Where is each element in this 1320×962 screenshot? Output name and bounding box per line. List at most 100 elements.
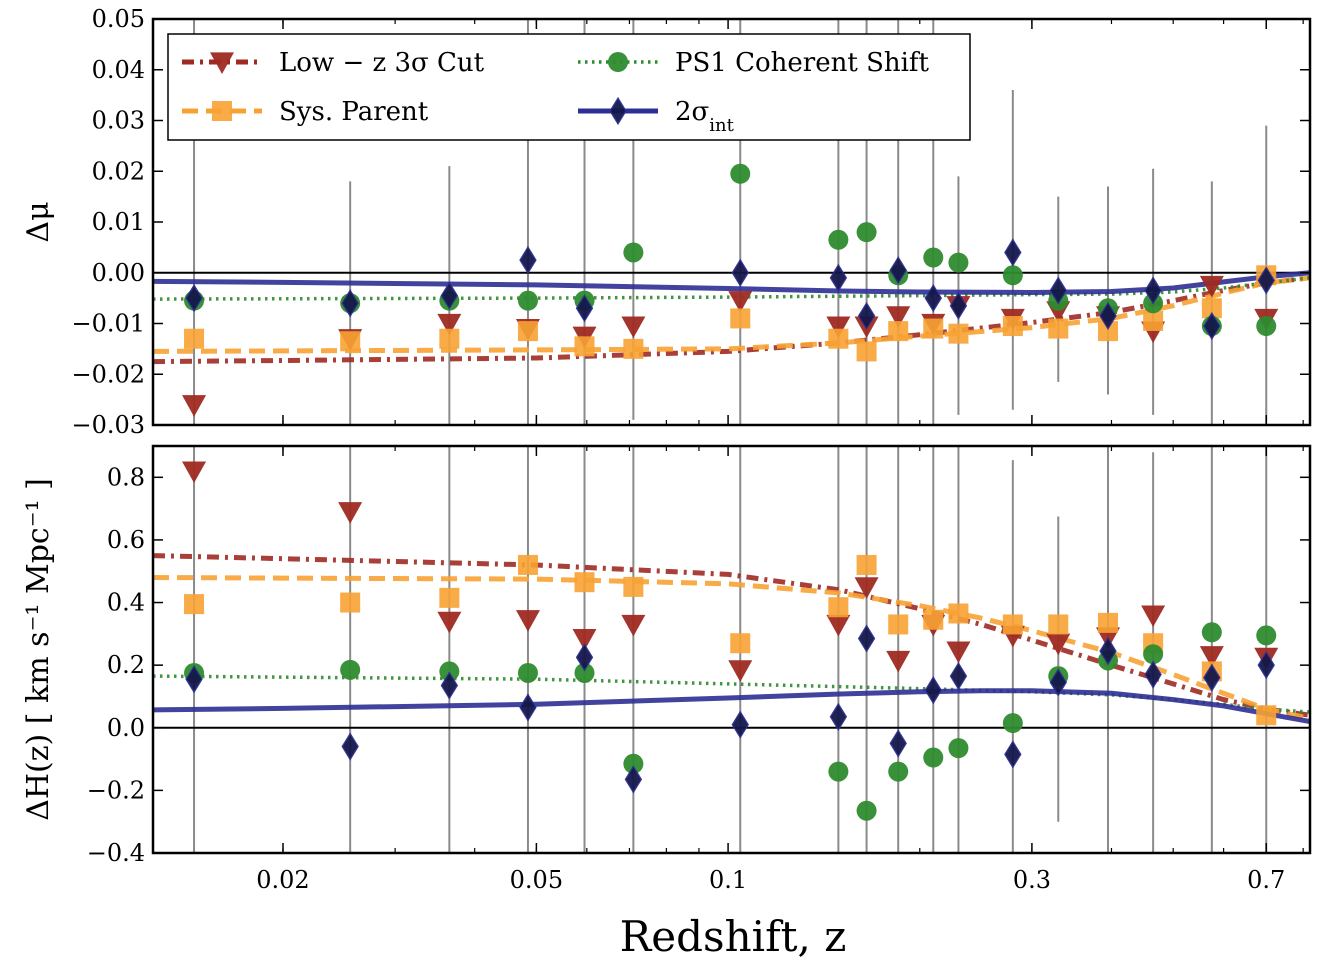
top-point-ps1 [730,163,751,184]
bottom-point-ps1 [517,662,538,683]
top-point-parent [340,331,361,352]
bottom-point-ps1 [1143,644,1164,665]
bottom-point-sigma [1004,740,1022,769]
bottom-curve-parent [153,575,1310,721]
x-axis-label: Redshift, z [620,912,847,961]
bottom-point-parent [856,554,877,575]
legend-label-ps1: PS1 Coherent Shift [675,48,930,78]
x-tick-label: 0.7 [1247,866,1285,894]
x-tick-label: 0.3 [1013,866,1051,894]
legend: Low − z 3σ Cut PS1 Coherent Shift Sys. Par… [167,33,971,141]
bottom-point-low_z [338,502,363,524]
bottom-point-low_z [728,660,753,682]
bottom-point-ps1 [1002,713,1023,734]
top-point-sigma [185,283,203,313]
top-ytick-label: −0.01 [71,310,145,338]
bottom-ytick-label: 0.0 [107,714,145,742]
top-point-low_z [886,306,911,328]
bottom-point-sigma [889,729,907,758]
top-ytick-label: 0.05 [92,5,145,33]
bottom-point-sigma [1099,636,1117,666]
bottom-point-sigma [624,765,643,794]
bottom-point-sigma [341,732,359,761]
bottom-point-sigma [857,624,876,653]
bottom-point-ps1 [623,753,644,774]
top-point-ps1 [1256,316,1277,337]
bottom-point-ps1 [340,659,361,680]
bottom-point-sigma [440,671,459,700]
bottom-point-sigma [829,702,848,731]
bottom-ytick-label: 0.2 [107,651,145,679]
bottom-point-sigma [949,661,968,691]
top-point-parent [923,318,944,339]
legend-marker-parent [212,101,232,121]
top-point-parent [828,328,849,349]
top-ytick-label: 0.03 [92,107,145,135]
top-point-ps1 [948,252,969,273]
bottom-plot-area [153,446,1310,853]
top-ytick-label: 0.02 [92,157,145,185]
top-point-low_z [621,316,646,339]
top-point-sigma [924,283,942,313]
top-point-ps1 [923,247,944,268]
top-point-sigma [1203,311,1221,341]
top-point-parent [856,341,877,362]
bottom-point-parent [439,587,460,608]
top-point-sigma [731,258,749,287]
top-point-low_z [728,291,753,313]
top-y-axis-label: Δμ [21,201,56,242]
bottom-ytick-label: −0.4 [87,839,145,867]
top-point-ps1 [856,222,877,243]
bottom-ytick-label: 0.6 [107,526,145,554]
bottom-point-parent [1097,612,1118,633]
bottom-point-low_z [1199,646,1224,668]
top-curve-sigma [153,270,1310,296]
top-point-parent [574,336,595,357]
top-point-ps1 [517,290,538,311]
top-point-sigma [829,263,848,292]
bottom-point-ps1 [888,761,909,782]
top-ytick-label: 0.00 [92,259,145,287]
bottom-point-sigma [185,665,203,694]
bottom-point-parent [1002,614,1023,635]
top-point-sigma [1099,301,1117,331]
bottom-point-parent [517,554,538,575]
bottom-point-ps1 [923,747,944,768]
bottom-point-parent [888,614,909,635]
bottom-point-sigma [575,643,594,672]
bottom-ytick-label: 0.4 [107,589,145,617]
top-point-sigma [857,301,876,331]
top-point-parent [1143,310,1164,331]
x-tick-label: 0.1 [709,866,747,894]
bottom-point-parent [948,603,969,624]
bottom-curve-sigma [153,688,1310,724]
bottom-point-parent [730,633,751,654]
bottom-point-parent [574,572,595,593]
top-point-parent [1097,321,1118,342]
top-point-low_z [182,395,207,417]
top-point-sigma [519,245,537,275]
bottom-frame [151,444,1312,855]
bottom-point-sigma [1049,668,1067,697]
bottom-point-sigma [1203,663,1221,692]
bottom-point-low_z [621,614,646,637]
bottom-point-low_z [1141,605,1166,628]
bottom-point-low_z [946,641,971,664]
bottom-point-sigma [519,693,537,722]
bottom-point-sigma [1257,651,1275,680]
bottom-ytick-label: −0.2 [87,776,145,804]
top-point-sigma [440,281,459,310]
bottom-point-parent [340,592,361,613]
top-point-parent [1002,316,1023,337]
bottom-point-parent [828,597,849,618]
bottom-point-ps1 [856,800,877,821]
top-point-parent [623,338,644,359]
legend-marker-sigma [609,96,627,126]
top-plot-area [153,19,1310,425]
top-point-sigma [1004,238,1022,267]
top-point-ps1 [828,229,849,250]
bottom-point-ps1 [1201,622,1222,643]
x-tick-label: 0.05 [510,866,563,894]
top-point-parent [730,308,751,329]
legend-box [167,33,971,141]
